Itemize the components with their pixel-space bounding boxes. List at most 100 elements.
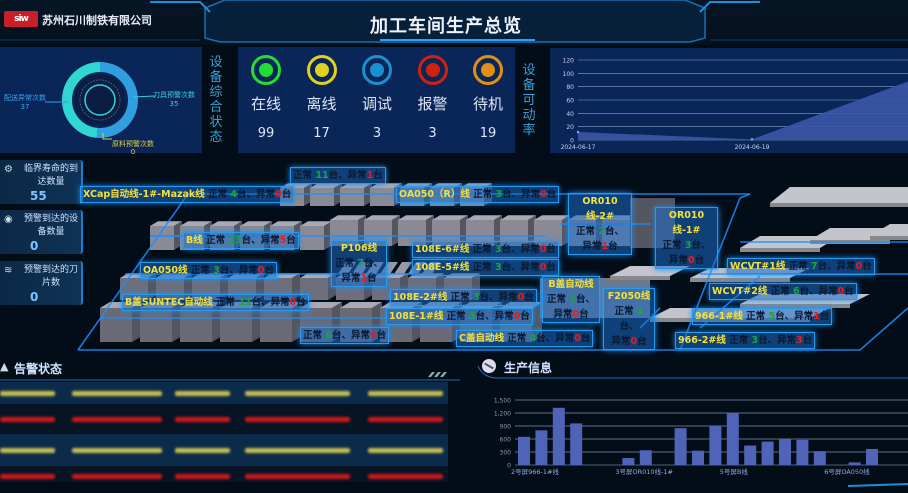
stat-card: ◉ 预警到达的设备数量 0 xyxy=(0,210,83,254)
line-status-label[interactable]: XCap自动线-1#-Mazak线 正常 4台、异常0台 xyxy=(80,186,295,203)
alarm-field xyxy=(368,474,443,479)
stat-card-value: 0 xyxy=(30,239,39,253)
bar xyxy=(779,439,791,465)
x-tick-label: 2号屏966-1#线 xyxy=(511,467,559,476)
line-status-label[interactable]: 108E-6#线 正常 3台、异常0台 xyxy=(412,241,559,258)
separator: 、 xyxy=(373,258,383,269)
alarm-field xyxy=(245,474,350,479)
alarm-row[interactable] xyxy=(0,434,448,466)
alarm-row[interactable] xyxy=(0,382,448,404)
unit: 台 xyxy=(536,333,546,344)
data-point xyxy=(576,130,580,134)
donut-label-0: 配送异常次数 37 xyxy=(4,94,46,111)
unit: 台 xyxy=(328,170,339,181)
machine-top xyxy=(432,215,468,220)
status-0[interactable]: 在线 99 xyxy=(241,51,291,141)
status-2[interactable]: 调试 3 xyxy=(352,51,402,141)
y-tick-label: 0 xyxy=(507,463,511,470)
unit: 台 xyxy=(604,226,615,237)
alarm-field xyxy=(245,448,350,453)
line-status-label[interactable]: OA050（R）线 正常 3台、异常0台 xyxy=(396,186,560,203)
normal-count: 4 xyxy=(529,333,537,344)
line-status-label[interactable]: OR010线-2# 正常 2台、 异常1台 xyxy=(568,193,632,255)
unit: 台 xyxy=(844,286,854,297)
status-value: 3 xyxy=(428,126,437,141)
line-status-label[interactable]: 966-2#线 正常 3台、异常3台 xyxy=(675,332,816,349)
unit: 台 xyxy=(363,258,374,269)
status-1[interactable]: 离线 17 xyxy=(297,51,347,141)
line-status-label[interactable]: 108E-2#线 正常 3台、异常0台 xyxy=(390,289,537,306)
line-status-label[interactable]: B线 正常 23台、异常5台 xyxy=(183,232,299,249)
abnormal-count: 0 xyxy=(517,292,525,303)
alarm-field xyxy=(245,417,350,422)
normal-label: 正常 xyxy=(473,189,493,200)
abnormal-count: 1 xyxy=(601,241,609,252)
machine-top xyxy=(500,215,536,220)
conveyor-edge xyxy=(740,248,820,252)
normal-count: 7 xyxy=(811,261,818,272)
abnormal-count: 0 xyxy=(275,189,282,200)
abnormal-count: 0 xyxy=(687,255,695,266)
machine-top xyxy=(340,302,382,308)
machine-side xyxy=(292,273,300,300)
line-status-label[interactable]: 108E-1#线 正常 3台、异常0台 xyxy=(386,308,533,325)
line-status-label[interactable]: 正常 11台、异常1台 xyxy=(290,167,386,184)
line-name: OR010线-1# xyxy=(668,210,705,236)
status-3[interactable]: 报警 3 xyxy=(408,51,458,141)
layers-icon: ≋ xyxy=(4,265,13,276)
separator: 、 xyxy=(341,330,351,341)
alarm-field xyxy=(72,474,162,479)
alarm-row[interactable] xyxy=(0,404,448,434)
line-status-label[interactable]: P106线 正常 7台、 异常1台 xyxy=(331,240,387,287)
unit: 台 xyxy=(501,262,512,273)
bar xyxy=(744,445,757,465)
line-status-label[interactable]: C盖自动线 正常 4台、异常0台 xyxy=(456,330,594,347)
machine-top xyxy=(310,183,342,188)
unit: 台 xyxy=(637,336,647,347)
machine-side xyxy=(220,273,228,300)
line-status-label[interactable]: 966-1#线 正常 5台、异常1台 xyxy=(692,308,833,325)
donut-core xyxy=(84,84,116,116)
y-tick-label: 600 xyxy=(500,437,512,444)
line-name: OR010线-2# xyxy=(582,196,618,222)
abnormal-label: 异常 xyxy=(777,335,797,346)
donut-chart xyxy=(45,62,156,140)
alarm-field xyxy=(72,391,162,396)
line-status-label[interactable]: F2050线 正常 4台、 异常0台 xyxy=(603,288,655,350)
normal-label: 正常 xyxy=(507,333,527,344)
separator: 、 xyxy=(511,262,521,273)
line-status-label[interactable]: WCVT#1线 正常 7台、异常0台 xyxy=(727,258,875,275)
bar xyxy=(692,450,704,465)
line-name: 108E-5#线 xyxy=(415,262,470,273)
normal-count: 3 xyxy=(494,244,502,255)
status-4[interactable]: 待机 19 xyxy=(463,51,513,141)
floor-line xyxy=(739,193,751,199)
normal-label: 正常 xyxy=(216,297,236,308)
conveyor-edge xyxy=(870,236,908,240)
separator: 、 xyxy=(700,240,711,251)
unit: 台 xyxy=(862,261,872,272)
line-status-label[interactable]: B盖自动线 正常 3台、 异常0台 xyxy=(542,276,600,323)
normal-label: 正常 xyxy=(770,286,790,297)
line-status-label[interactable]: WCVT#2线 正常 6台、异常0台 xyxy=(709,283,857,300)
alarm-row[interactable] xyxy=(0,466,448,482)
bar xyxy=(866,448,878,465)
alarm-list[interactable] xyxy=(0,382,448,482)
line-status-label[interactable]: 108E-5#线 正常 3台、异常0台 xyxy=(412,259,559,276)
line-status-label[interactable]: B盖SUNTEC自动线 正常 11台、异常0台 xyxy=(122,294,309,311)
machine-top xyxy=(370,183,402,188)
alarm-field xyxy=(0,417,55,422)
stat-card: ≋ 预警到达的刀片数 0 xyxy=(0,261,83,305)
line-status-label[interactable]: OR010线-1# 正常 3台、 异常0台 xyxy=(655,207,718,269)
abnormal-label: 异常 xyxy=(555,333,575,344)
alarm-field xyxy=(0,448,55,453)
normal-count: 11 xyxy=(315,170,329,181)
header-decoration xyxy=(0,0,908,43)
line-status-label[interactable]: OA050线 正常 3台、异常0台 xyxy=(140,262,277,279)
unit: 台 xyxy=(281,189,292,200)
unit: 台 xyxy=(802,335,813,346)
line-name: F2050线 xyxy=(607,291,651,302)
line-status-label[interactable]: 正常 4台、异常0台 xyxy=(300,327,390,344)
abnormal-count: 0 xyxy=(370,330,377,341)
production-title: 生产信息 xyxy=(504,361,553,375)
